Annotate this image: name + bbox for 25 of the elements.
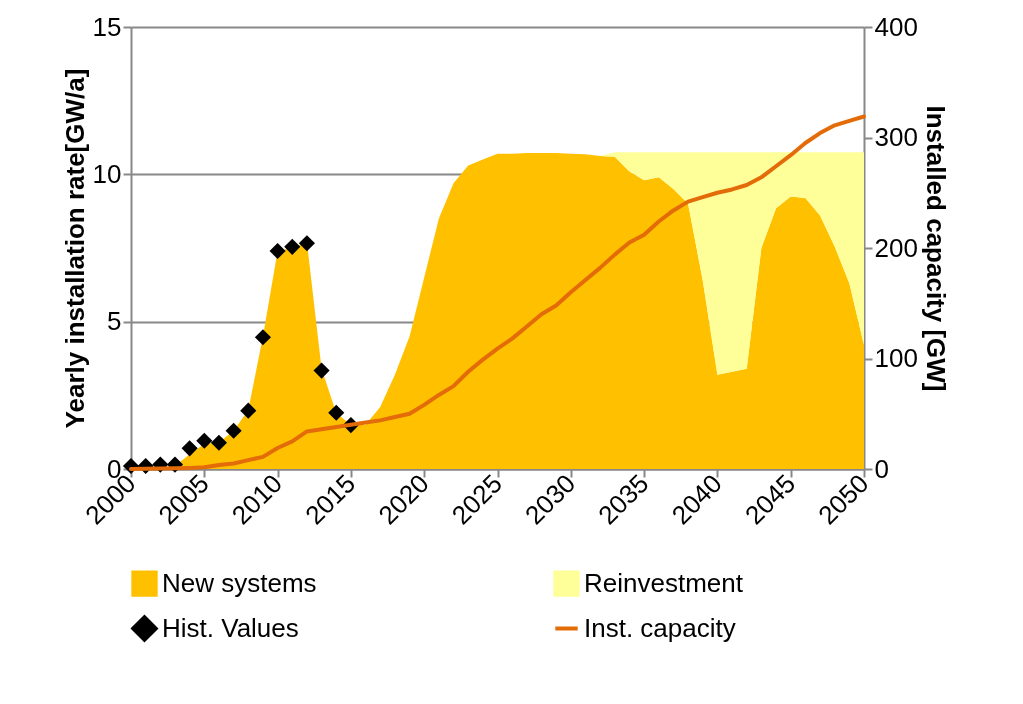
y2-axis-title: Installed capacity [GW]: [920, 105, 951, 392]
point: [313, 362, 330, 379]
y-tick-label: 15: [92, 11, 122, 42]
point: [240, 402, 257, 419]
y2-tick-label: 100: [874, 343, 918, 373]
point: [181, 440, 198, 457]
legend-label: Inst. capacity: [584, 612, 736, 643]
point: [254, 329, 271, 346]
legend-label: Hist. Values: [162, 612, 299, 643]
point: [328, 404, 345, 421]
y2-tick-label: 300: [874, 122, 918, 152]
point: [284, 238, 301, 255]
point: [225, 422, 242, 439]
y-tick-label: 10: [92, 158, 122, 189]
point: [210, 434, 228, 451]
point: [196, 432, 213, 449]
point: [298, 235, 315, 252]
y2-tick-label: 200: [874, 232, 918, 263]
legend-label: New systems: [162, 567, 317, 598]
y2-tick-label: 0: [874, 453, 889, 484]
y2-tick-label: 400: [874, 11, 918, 42]
point: [269, 242, 286, 260]
y-tick-label: 5: [107, 306, 122, 337]
y-axis-title: Yearly installation rate[GW/a]: [59, 68, 90, 429]
legend-label: Reinvestment: [584, 567, 744, 598]
